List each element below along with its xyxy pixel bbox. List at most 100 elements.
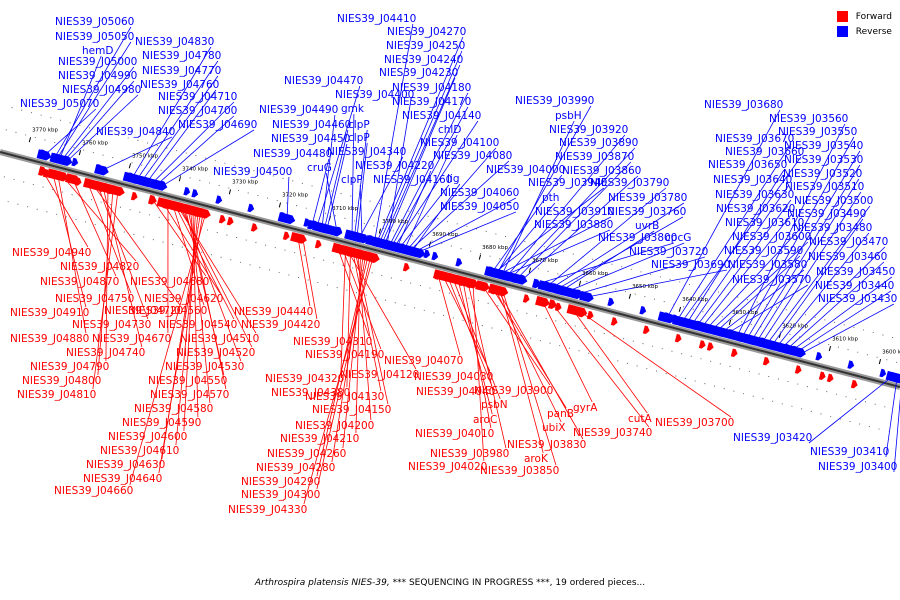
reverse-gene-block <box>727 329 735 338</box>
forward-gene-label: cutA <box>628 413 653 425</box>
gene-arrow <box>63 155 71 165</box>
gene-arrow <box>818 371 826 380</box>
forward-gene-label: NIES39_J04540 <box>158 319 237 331</box>
reverse-gene-label: NIES39_J03600 <box>732 231 811 243</box>
forward-gene-label: NIES39_J04260 <box>267 448 346 460</box>
forward-gene-block <box>42 168 50 178</box>
gene-arrow <box>791 345 799 355</box>
forward-gene-label: NIES39_J04070 <box>384 355 463 367</box>
gene-block-layer <box>36 149 900 389</box>
gene-arrow <box>42 168 50 178</box>
reverse-gene-label: NIES39_J03420 <box>733 432 812 444</box>
leader-line <box>808 376 893 444</box>
leader-line <box>766 205 871 345</box>
forward-gene-label: NIES39_J04750 <box>55 293 134 305</box>
reverse-gene-label: NIES39_J03880 <box>534 219 613 231</box>
leader-line <box>391 106 469 247</box>
reverse-gene-label: NIES39_J03620 <box>716 203 795 215</box>
reverse-gene-block <box>639 306 647 315</box>
leader-line <box>356 142 368 237</box>
reverse-gene-label: NIES39_J03410 <box>810 446 889 458</box>
reverse-gene-label: NIES39_J04240 <box>384 54 463 66</box>
gene-arrow <box>370 254 378 264</box>
leader-line <box>129 213 206 486</box>
leader-line <box>751 164 861 341</box>
reverse-gene-block <box>695 320 703 330</box>
reverse-gene-block <box>815 351 823 361</box>
leader-line <box>59 55 102 160</box>
forward-gene-label: NIES39_J04940 <box>12 247 91 259</box>
forward-gene-block <box>314 239 322 249</box>
leader-line <box>61 66 135 161</box>
leader-line <box>499 216 612 275</box>
forward-gene-label: NIES39_J04810 <box>17 389 96 401</box>
forward-gene-label: NIES39_J04020 <box>408 461 487 473</box>
reverse-gene-label: gmk <box>341 103 365 115</box>
reverse-gene-block <box>879 368 887 378</box>
reverse-gene-label: NIES39_J04980 <box>62 84 141 96</box>
leader-line <box>502 291 557 466</box>
forward-gene-label: NIES39_J04550 <box>148 375 227 387</box>
forward-gene-label: NIES39_J04910 <box>10 307 89 319</box>
reverse-gene-block <box>39 149 47 158</box>
forward-gene-block <box>794 365 802 374</box>
forward-gene-block <box>106 185 114 195</box>
leader-line <box>158 213 204 474</box>
leader-line <box>374 23 414 242</box>
reverse-gene-block <box>159 180 167 190</box>
kbp-label: 3680 kbp <box>482 245 508 251</box>
leader-line <box>552 304 650 428</box>
map-caption: Arthrospira platensis NIES-39, *** SEQUE… <box>0 578 900 588</box>
leader-line <box>516 161 632 280</box>
gene-arrow <box>826 373 834 383</box>
leader-line <box>399 184 450 249</box>
reverse-gene-label: NIES39_J04480 <box>253 148 332 160</box>
reverse-gene-block <box>496 269 512 281</box>
kbp-tick <box>528 267 532 273</box>
kbp-label: 3670 kbp <box>532 258 558 264</box>
gene-arrow <box>191 189 199 198</box>
gene-arrow <box>303 218 311 227</box>
leader-line <box>586 269 727 298</box>
reverse-gene-label: NIES39_J03910 <box>535 206 614 218</box>
leader-line <box>414 197 517 253</box>
forward-gene-label: panB <box>547 408 574 420</box>
kbp-tick <box>628 293 632 299</box>
reverse-gene-block <box>191 189 199 198</box>
gene-arrow <box>554 302 562 312</box>
reverse-gene-block <box>215 195 223 204</box>
gene-arrow <box>71 157 79 167</box>
reverse-gene-label: NIES39_J03860 <box>562 165 641 177</box>
forward-gene-label: NIES39_J04150 <box>312 404 391 416</box>
gene-label-layer: NIES39_J05060NIES39_J05050hemDNIES39_J05… <box>10 13 897 516</box>
leader-line <box>161 129 255 187</box>
gene-arrow <box>183 186 191 196</box>
leader-line <box>316 85 361 227</box>
gene-arrow <box>535 295 550 308</box>
leader-line <box>64 80 135 161</box>
leader-line <box>66 94 139 162</box>
reverse-gene-block <box>532 278 541 289</box>
leader-line <box>162 202 221 294</box>
reverse-gene-block <box>892 372 900 385</box>
leader-line <box>352 252 382 392</box>
leader-line <box>721 269 805 333</box>
leader-line <box>404 134 458 250</box>
gene-arrow <box>642 325 650 335</box>
forward-gene-label: aroC <box>473 414 497 426</box>
reverse-gene-label: NIES39_J04830 <box>135 36 214 48</box>
reverse-gene-label: NIES39_J03490 <box>787 208 866 220</box>
forward-gene-block <box>199 208 211 219</box>
reverse-gene-label: NIES39_J03570 <box>732 274 811 286</box>
reverse-gene-label: NIES39_J03550 <box>778 126 857 138</box>
forward-gene-block <box>402 262 410 272</box>
reverse-gene-label: NIES39_J04410 <box>337 13 416 25</box>
reverse-gene-label: NIES39_J03450 <box>816 266 895 278</box>
reverse-gene-block <box>487 266 495 275</box>
gene-arrow <box>74 177 82 186</box>
leader-line <box>131 46 212 179</box>
forward-gene-label: NIES39_J04290 <box>241 476 320 488</box>
leader-line <box>566 242 685 293</box>
gene-arrow <box>674 333 682 343</box>
gene-arrow <box>458 277 466 286</box>
